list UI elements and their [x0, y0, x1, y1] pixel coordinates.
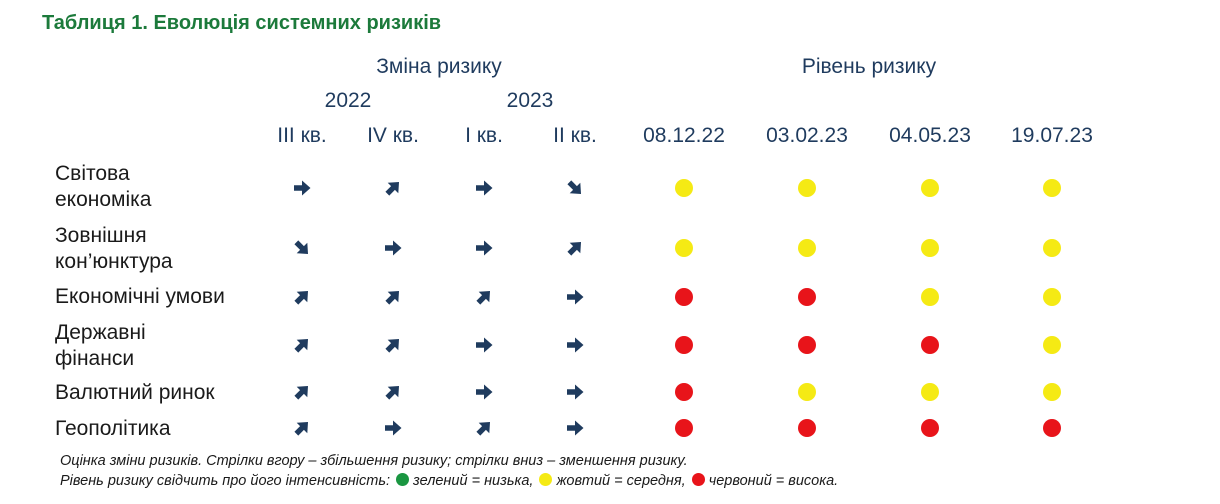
arrow-up-icon: [385, 290, 400, 305]
arrow-right-icon: [567, 337, 584, 353]
note-line-2-prefix: Рівень ризику свідчить про його інтенсив…: [60, 473, 390, 489]
arrow-right-icon: [476, 337, 493, 353]
arrow-up-icon: [294, 338, 309, 353]
yellow-dot-icon: [921, 239, 939, 257]
arrow-up-icon: [385, 338, 400, 353]
yellow-dot-icon: [1043, 239, 1061, 257]
legend-red-text: червоний = висока.: [708, 473, 839, 489]
arrow-right-icon: [567, 289, 584, 305]
yellow-dot-icon: [798, 179, 816, 197]
col-header-date-4: 19.07.23: [1011, 124, 1093, 147]
arrow-down-icon: [567, 180, 582, 195]
year-2022-header: 2022: [324, 89, 372, 112]
col-header-q4: IV кв.: [367, 124, 419, 147]
yellow-dot-icon: [675, 179, 693, 197]
yellow-dot-icon: [798, 239, 816, 257]
red-dot-icon: [921, 419, 939, 437]
yellow-dot-icon: [798, 383, 816, 401]
arrow-up-icon: [294, 290, 309, 305]
yellow-dot-icon: [1043, 336, 1061, 354]
legend-yellow-text: жовтий = середня,: [556, 473, 686, 489]
legend-green-dot: [396, 473, 410, 486]
red-dot-icon: [798, 419, 816, 437]
yellow-dot-icon: [1043, 383, 1061, 401]
arrow-down-icon: [294, 240, 309, 255]
arrow-up-icon: [294, 421, 309, 436]
col-header-q3: III кв.: [277, 124, 327, 147]
red-dot-icon: [675, 383, 693, 401]
arrow-right-icon: [567, 384, 584, 400]
arrow-up-icon: [476, 421, 491, 436]
yellow-dot-icon: [921, 179, 939, 197]
level-group-header: Рівень ризику: [801, 55, 937, 78]
row-label: Світова економіка: [55, 162, 152, 211]
arrow-right-icon: [385, 240, 402, 256]
red-dot-icon: [675, 419, 693, 437]
arrow-right-icon: [476, 384, 493, 400]
col-header-date-2: 03.02.23: [766, 124, 848, 147]
table-title: Таблиця 1. Еволюція системних ризиків: [42, 12, 442, 34]
note-line-1: Оцінка зміни ризиків. Стрілки вгору – зб…: [60, 453, 688, 469]
arrow-right-icon: [476, 180, 493, 196]
red-dot-icon: [798, 288, 816, 306]
arrow-up-icon: [476, 290, 491, 305]
arrow-right-icon: [567, 420, 584, 436]
arrow-up-icon: [567, 241, 582, 256]
row-label: Валютний ринок: [55, 381, 215, 404]
yellow-dot-icon: [1043, 179, 1061, 197]
row-label: Державні фінанси: [55, 321, 146, 370]
red-dot-icon: [1043, 419, 1061, 437]
legend-green-text: зелений = низька,: [413, 473, 534, 489]
legend-red-dot: [691, 473, 705, 486]
row-label: Зовнішня кон’юнктура: [55, 224, 173, 273]
col-header-date-1: 08.12.22: [643, 124, 725, 147]
year-2023-header: 2023: [506, 89, 554, 112]
row-label: Економічні умови: [55, 285, 225, 308]
red-dot-icon: [798, 336, 816, 354]
red-dot-icon: [921, 336, 939, 354]
yellow-dot-icon: [921, 383, 939, 401]
yellow-dot-icon: [1043, 288, 1061, 306]
arrow-right-icon: [385, 420, 402, 436]
arrow-up-icon: [294, 385, 309, 400]
arrow-up-icon: [385, 385, 400, 400]
red-dot-icon: [675, 288, 693, 306]
red-dot-icon: [675, 336, 693, 354]
col-header-q2: II кв.: [553, 124, 597, 147]
col-header-q1: I кв.: [465, 124, 503, 147]
legend-yellow-dot: [539, 473, 553, 486]
row-label: Геополітика: [55, 417, 171, 440]
yellow-dot-icon: [921, 288, 939, 306]
col-header-date-3: 04.05.23: [889, 124, 971, 147]
yellow-dot-icon: [675, 239, 693, 257]
arrow-right-icon: [476, 240, 493, 256]
note-line-2: Рівень ризику свідчить про його інтенсив…: [60, 473, 838, 489]
change-group-header: Зміна ризику: [376, 55, 502, 78]
arrow-right-icon: [294, 180, 311, 196]
arrow-up-icon: [385, 181, 400, 196]
